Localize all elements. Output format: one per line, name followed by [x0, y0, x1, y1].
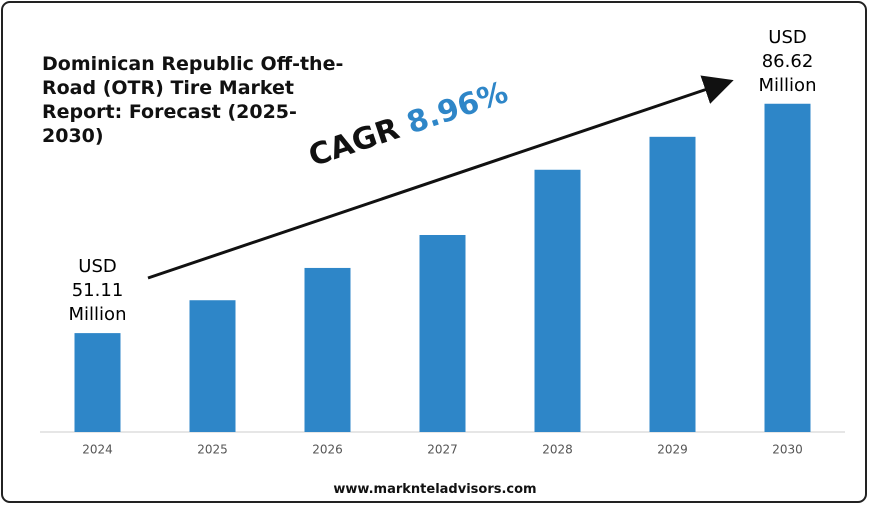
bar — [74, 333, 121, 432]
x-tick-label: 2024 — [82, 443, 113, 457]
bar — [419, 234, 466, 432]
bar — [534, 169, 581, 432]
x-tick-label: 2026 — [312, 443, 343, 457]
bar — [764, 103, 811, 432]
x-tick-label: 2030 — [772, 443, 803, 457]
bar — [189, 300, 236, 432]
footer: www.marknteladvisors.com — [333, 482, 537, 497]
chart-title: Dominican Republic Off-the-Road (OTR) Ti… — [42, 53, 344, 147]
value-label: USD 51.11 Million — [68, 256, 127, 326]
x-tick-label: 2028 — [542, 443, 573, 457]
trend-arrow — [147, 75, 734, 280]
x-tick-label: 2027 — [427, 443, 458, 457]
value-label: USD 86.62 Million — [758, 26, 817, 96]
x-tick-label: 2029 — [657, 443, 688, 457]
x-tick-label: 2025 — [197, 443, 228, 457]
bar — [304, 267, 351, 432]
bar — [649, 136, 696, 432]
